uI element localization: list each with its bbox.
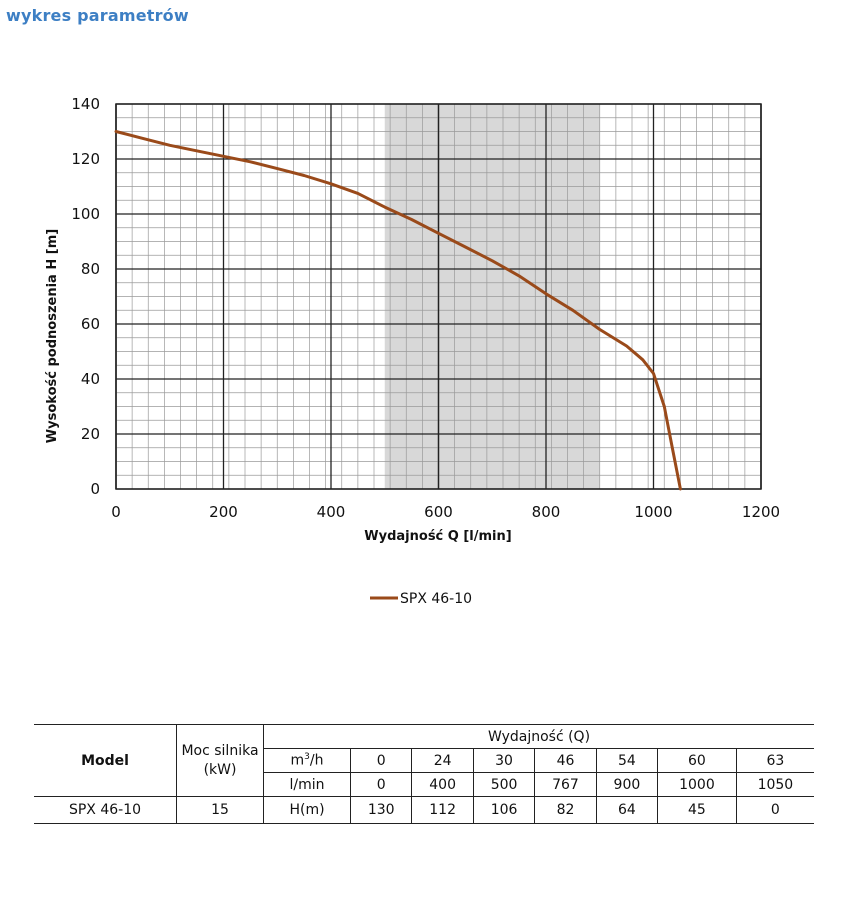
- section-title: wykres parametrów: [6, 6, 189, 25]
- y-tick-label: 20: [81, 425, 100, 443]
- x-tick-label: 800: [532, 503, 561, 521]
- row-value: 82: [534, 796, 597, 824]
- row-unit: H(m): [263, 796, 351, 824]
- y-tick-label: 40: [81, 370, 100, 388]
- header-flow: Wydajność (Q): [263, 724, 814, 749]
- table-header-row-1: Model Moc silnika (kW) Wydajność (Q): [34, 724, 814, 797]
- lmin-value: 0: [349, 772, 413, 797]
- table-header-row-m3h: m3/h 0 24 30 46 54 60 63: [34, 748, 814, 773]
- unit-m3h: m3/h: [263, 748, 351, 773]
- x-tick-label: 200: [209, 503, 238, 521]
- row-value: 106: [472, 796, 536, 824]
- lmin-value: 1050: [735, 772, 814, 797]
- lmin-value: 1000: [657, 772, 737, 797]
- y-tick-label: 120: [71, 150, 100, 168]
- m3h-value: 60: [657, 748, 737, 773]
- x-tick-label: 1000: [634, 503, 672, 521]
- m3h-value: 30: [472, 748, 536, 773]
- table-header-row-lmin: l/min 0 400 500 767 900 1000 1050: [34, 772, 814, 797]
- y-axis-title: Wysokość podnoszenia H [m]: [45, 229, 60, 443]
- row-power: 15: [176, 796, 264, 824]
- x-tick-label: 0: [111, 503, 121, 521]
- x-tick-label: 600: [424, 503, 453, 521]
- m3h-value: 46: [534, 748, 597, 773]
- chart-grid: [115, 103, 762, 490]
- y-tick-label: 140: [71, 95, 100, 113]
- y-tick-label: 60: [81, 315, 100, 333]
- lmin-value: 400: [411, 772, 474, 797]
- unit-m3h-rest: /h: [309, 752, 324, 769]
- plot-frame: [115, 103, 762, 490]
- lmin-value: 500: [472, 772, 536, 797]
- tick-labels: 0 200 400 600 800 1000 1200 0 20 40 60 80 100 120 140: [71, 95, 780, 521]
- row-value: 0: [735, 796, 814, 824]
- x-tick-label: 400: [317, 503, 346, 521]
- y-tick-label: 100: [71, 205, 100, 223]
- y-tick-label: 0: [90, 480, 100, 498]
- unit-lmin: l/min: [263, 772, 351, 797]
- lmin-value: 767: [534, 772, 597, 797]
- unit-m3h-sup: 3: [304, 752, 310, 763]
- m3h-value: 24: [411, 748, 474, 773]
- m3h-value: 0: [349, 748, 413, 773]
- row-value: 45: [657, 796, 737, 824]
- series-layer: [114, 130, 682, 491]
- row-value: 64: [595, 796, 659, 824]
- x-axis-title: Wydajność Q [l/min]: [364, 529, 511, 544]
- legend-label: SPX 46-10: [400, 591, 472, 607]
- m3h-value: 54: [595, 748, 659, 773]
- unit-m3h-base: m: [290, 752, 305, 769]
- m3h-value: 63: [735, 748, 814, 773]
- legend: SPX 46-10: [370, 591, 472, 607]
- x-tick-label: 1200: [742, 503, 780, 521]
- header-model: Model: [34, 724, 177, 797]
- parameters-table: Model Moc silnika (kW) Wydajność (Q) m3/…: [34, 724, 814, 824]
- performance-chart: 0 200 400 600 800 1000 1200020406080100120140 …: [45, 95, 780, 607]
- lmin-value: 900: [595, 772, 659, 797]
- header-power: Moc silnika (kW): [176, 724, 264, 797]
- y-tick-label: 80: [81, 260, 100, 278]
- series-line: [114, 130, 682, 491]
- row-model: SPX 46-10: [34, 796, 177, 824]
- row-value: 130: [349, 796, 413, 824]
- table-row: SPX 46-10 15 H(m) 130 112 106 82 64 45 0: [34, 796, 814, 824]
- row-value: 112: [411, 796, 474, 824]
